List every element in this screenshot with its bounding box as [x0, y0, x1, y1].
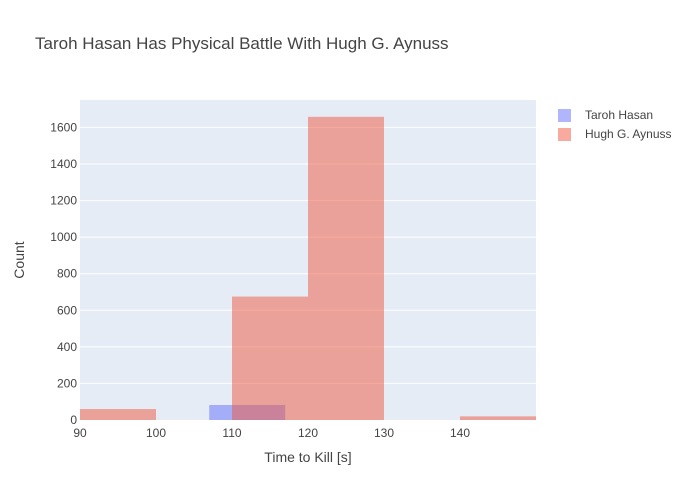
- bars: [80, 116, 536, 420]
- y-axis-title: Count: [11, 241, 27, 278]
- x-axis-title: Time to Kill [s]: [264, 449, 351, 465]
- x-tick-label: 130: [374, 426, 394, 440]
- x-tick-label: 120: [298, 426, 318, 440]
- legend-label: Hugh G. Aynuss: [585, 127, 672, 141]
- histogram-bar[interactable]: [80, 409, 156, 420]
- legend-item[interactable]: Taroh Hasan: [558, 108, 653, 122]
- chart-title: Taroh Hasan Has Physical Battle With Hug…: [35, 34, 449, 53]
- legend[interactable]: Taroh Hasan Hugh G. Aynuss: [558, 108, 672, 141]
- x-tick-label: 100: [146, 426, 166, 440]
- x-tick-label: 90: [73, 426, 87, 440]
- y-tick-label: 1600: [50, 120, 77, 134]
- legend-label: Taroh Hasan: [585, 108, 653, 122]
- legend-item[interactable]: Hugh G. Aynuss: [558, 127, 672, 141]
- legend-swatch: [558, 128, 571, 141]
- y-tick-label: 1000: [50, 230, 77, 244]
- y-tick-label: 200: [57, 376, 77, 390]
- y-tick-label: 400: [57, 340, 77, 354]
- tick-labels: 90 100 110 120 130 14002004006008001000120014…: [50, 120, 470, 440]
- histogram-bar[interactable]: [460, 416, 536, 420]
- histogram-bar[interactable]: [232, 296, 308, 420]
- y-tick-label: 1200: [50, 194, 77, 208]
- y-tick-label: 600: [57, 303, 77, 317]
- x-tick-label: 140: [450, 426, 470, 440]
- histogram-bar[interactable]: [308, 116, 384, 420]
- x-tick-label: 110: [222, 426, 241, 440]
- y-tick-label: 800: [57, 267, 77, 281]
- y-tick-label: 1400: [50, 157, 77, 171]
- legend-swatch: [558, 109, 571, 122]
- y-tick-label: 0: [70, 413, 77, 427]
